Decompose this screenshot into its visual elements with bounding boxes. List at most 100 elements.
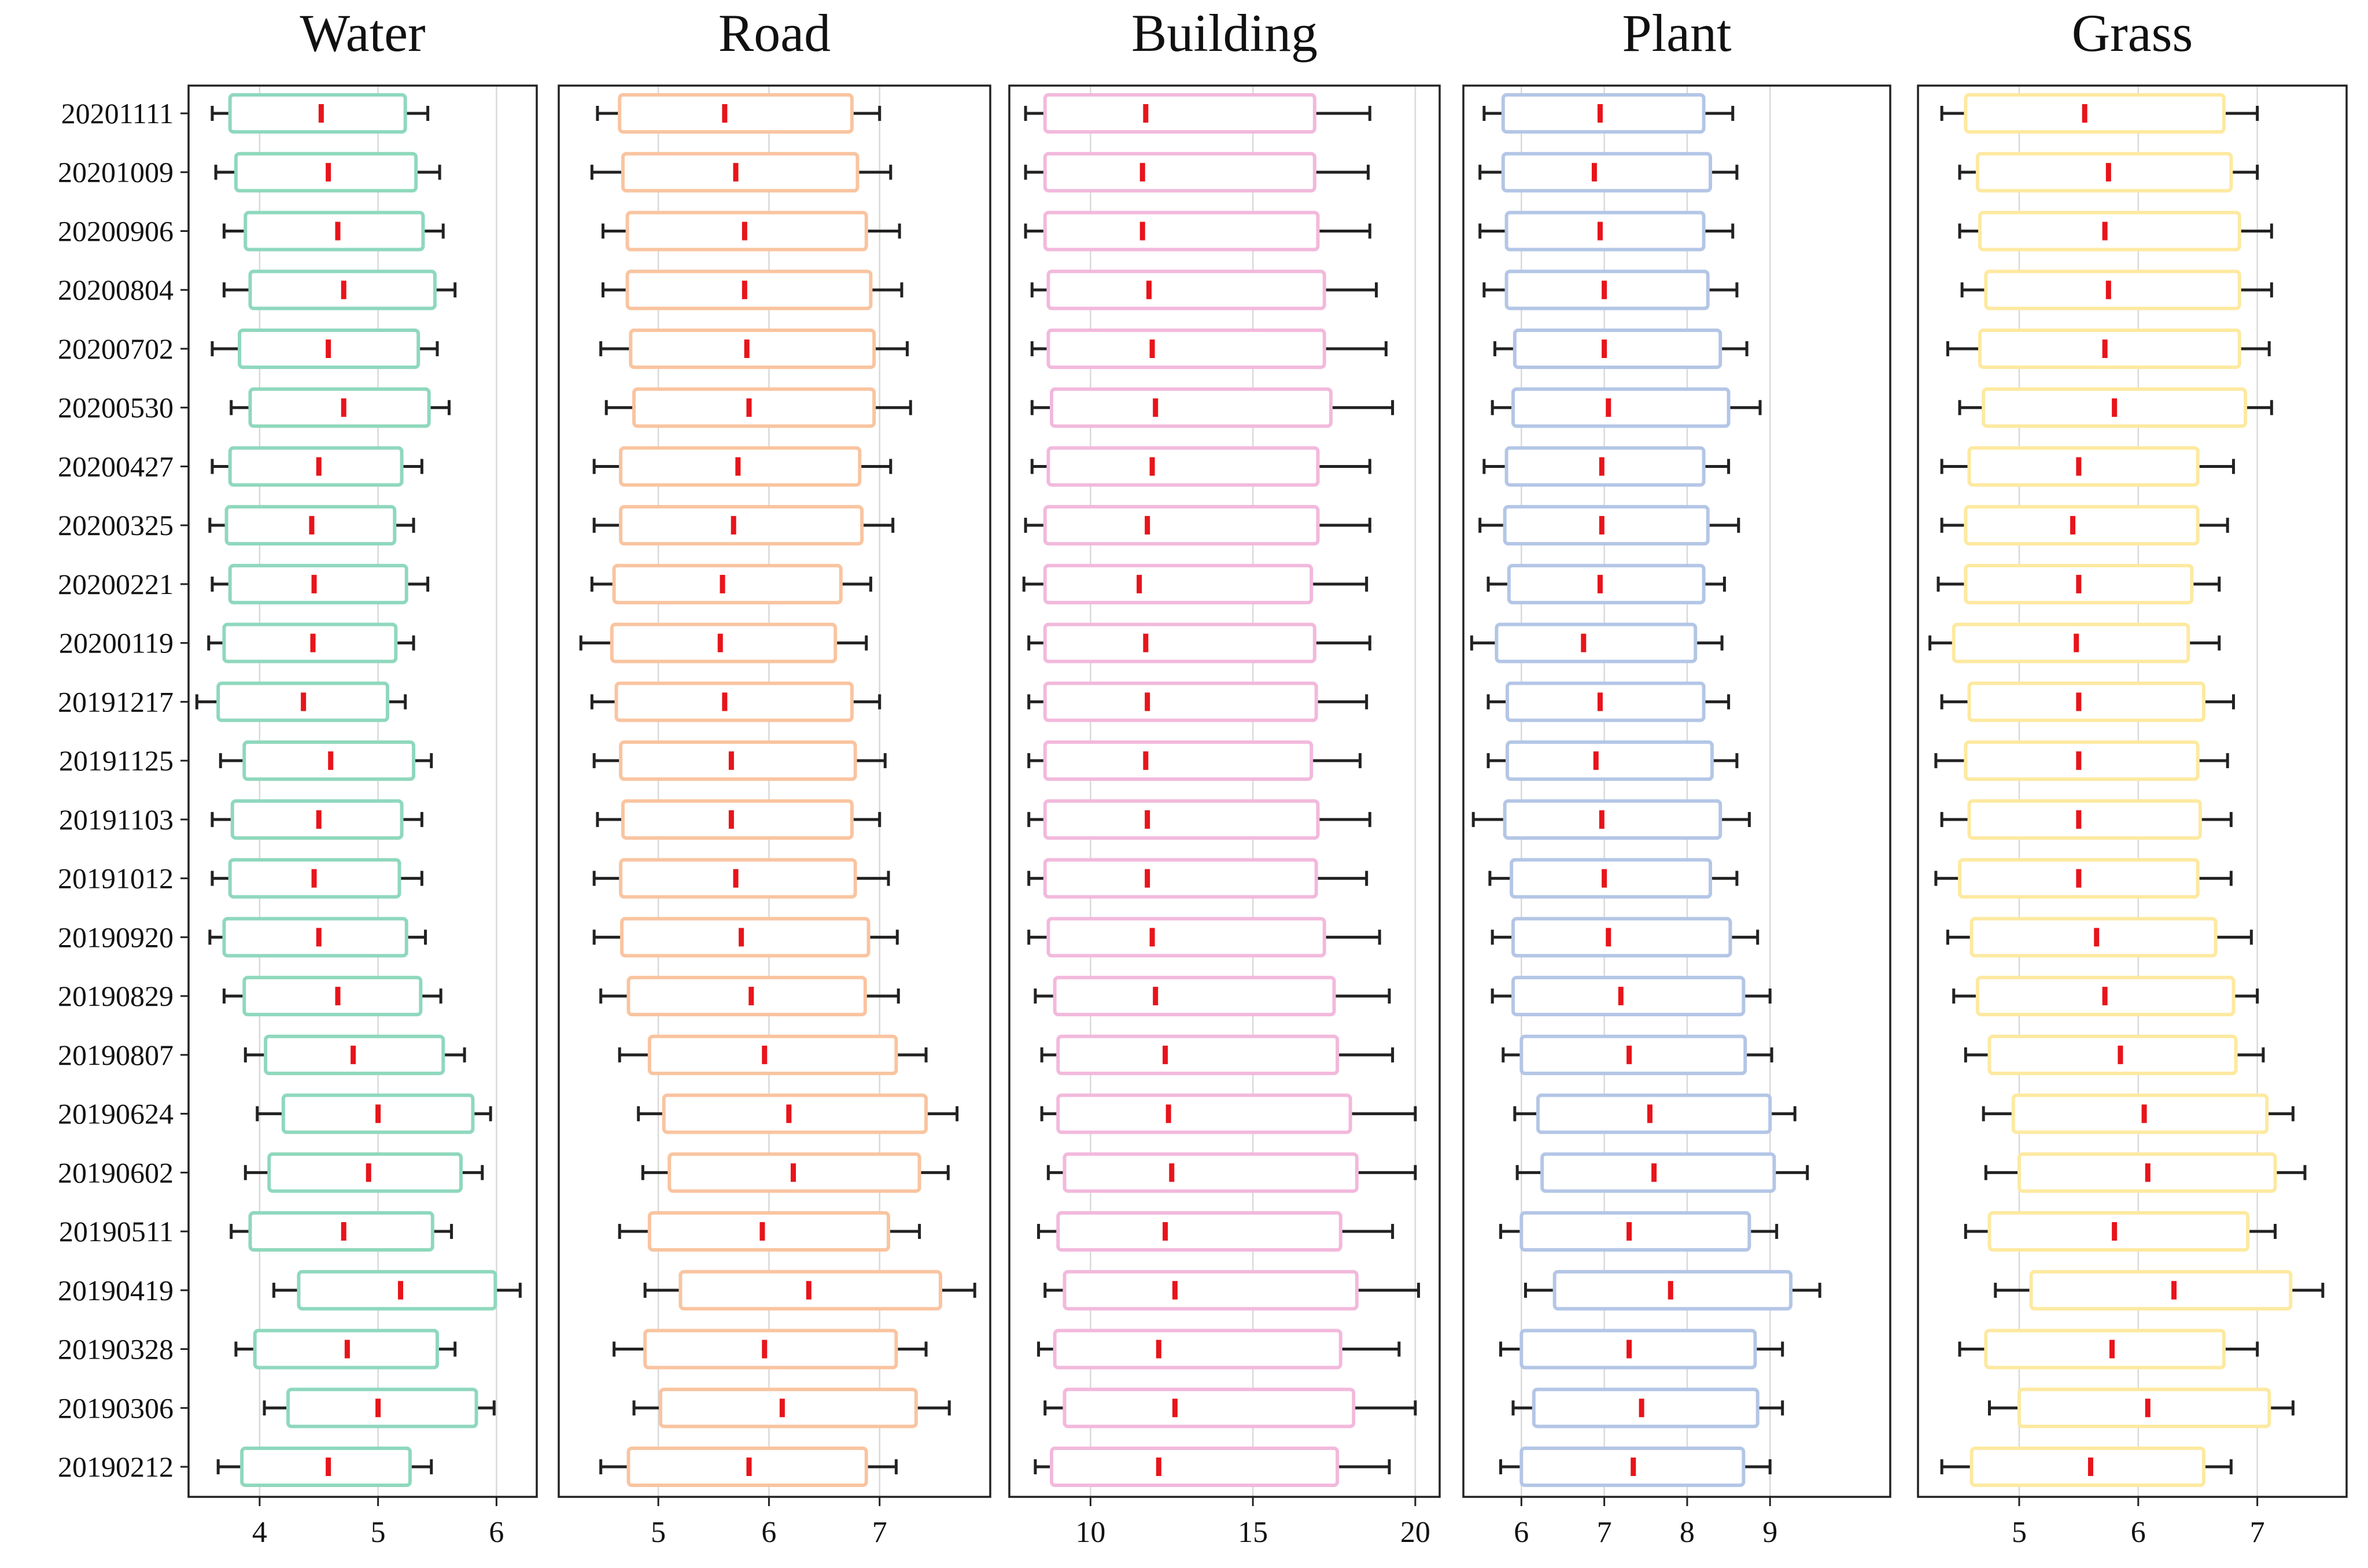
box-water-20190829: [222, 976, 442, 1017]
box-building-20201009: [1024, 152, 1370, 193]
box-building-20190602: [1046, 1152, 1417, 1193]
box-iqr: [267, 1152, 463, 1193]
box-iqr: [614, 681, 854, 722]
panel-plant: Plant 6 7 8 9: [1462, 3, 1891, 1549]
box-grass-20190829: [1952, 976, 2259, 1017]
date-label: 20200702: [58, 333, 174, 365]
box-iqr: [228, 93, 407, 134]
box-iqr: [286, 1388, 478, 1429]
box-iqr: [1495, 622, 1698, 663]
box-road-20190807: [618, 1034, 928, 1075]
box-iqr: [228, 563, 408, 604]
date-label: 20200804: [58, 274, 174, 306]
box-plant-20190624: [1513, 1093, 1797, 1134]
box-iqr: [1967, 681, 2205, 722]
box-iqr: [228, 446, 404, 487]
box-iqr: [1049, 387, 1333, 428]
box-iqr: [1043, 681, 1318, 722]
box-building-20190306: [1043, 1388, 1417, 1429]
box-iqr: [1987, 1211, 2250, 1252]
box-iqr: [1046, 446, 1320, 487]
box-iqr: [1053, 976, 1336, 1017]
box-iqr: [1504, 211, 1706, 252]
box-water-20190624: [256, 1093, 492, 1134]
box-iqr: [1043, 211, 1320, 252]
x-tick-label: 8: [1680, 1516, 1695, 1549]
box-building-20201111: [1024, 93, 1371, 134]
box-plant-20200221: [1487, 563, 1726, 604]
box-building-20200906: [1024, 211, 1371, 252]
box-iqr: [621, 799, 854, 840]
box-road-20201009: [590, 152, 892, 193]
box-plant-20190306: [1511, 1388, 1784, 1429]
box-iqr: [1519, 1211, 1751, 1252]
box-iqr: [632, 387, 876, 428]
panel-frame: [187, 84, 538, 1498]
box-iqr: [625, 270, 873, 311]
box-iqr: [1505, 681, 1706, 722]
box-building-20200325: [1024, 505, 1371, 546]
box-grass-20191125: [1934, 740, 2229, 781]
box-iqr: [643, 1329, 898, 1370]
box-iqr: [1507, 563, 1706, 604]
box-iqr: [1511, 917, 1732, 958]
box-water-20190328: [234, 1329, 457, 1370]
box-iqr: [1511, 976, 1746, 1017]
x-tick-label: 7: [1597, 1516, 1612, 1549]
panel-title: Water: [300, 3, 425, 62]
box-plant-20200702: [1493, 328, 1749, 369]
box-water-20200530: [230, 387, 451, 428]
box-iqr: [658, 1388, 918, 1429]
x-tick-label: 9: [1762, 1516, 1777, 1549]
date-label: 20200530: [58, 392, 174, 424]
box-water-20190511: [230, 1211, 453, 1252]
box-iqr: [1043, 563, 1314, 604]
box-grass-20190920: [1946, 917, 2253, 958]
box-grass-20200906: [1958, 211, 2273, 252]
box-water-20191125: [219, 740, 433, 781]
box-iqr: [619, 505, 864, 546]
box-building-20190920: [1027, 917, 1381, 958]
box-iqr: [1510, 858, 1713, 899]
x-tick-label: 6: [489, 1516, 504, 1549]
box-iqr: [1056, 1093, 1352, 1134]
box-iqr: [222, 917, 408, 958]
box-grass-20191103: [1940, 799, 2233, 840]
date-label: 20190829: [58, 980, 174, 1012]
box-water-20200804: [222, 270, 457, 311]
box-road-20200221: [590, 563, 872, 604]
box-building-20200804: [1030, 270, 1378, 311]
box-iqr: [242, 976, 423, 1017]
box-iqr: [612, 563, 843, 604]
box-plant-20190602: [1515, 1152, 1809, 1193]
box-water-20200702: [211, 328, 439, 369]
box-road-20190419: [643, 1270, 976, 1311]
box-water-20200427: [211, 446, 423, 487]
box-iqr: [1519, 1034, 1747, 1075]
box-iqr: [1987, 1034, 2238, 1075]
box-iqr: [1046, 270, 1326, 311]
box-building-20190807: [1040, 1034, 1395, 1075]
box-grass-20200221: [1937, 563, 2221, 604]
box-plant-20200119: [1470, 622, 1724, 663]
box-plant-20190212: [1499, 1447, 1772, 1488]
box-building-20190511: [1037, 1211, 1395, 1252]
x-tick-label: 7: [872, 1516, 887, 1549]
box-iqr: [629, 328, 876, 369]
date-label: 20191217: [58, 685, 174, 718]
date-label: 20191012: [58, 862, 174, 895]
box-iqr: [621, 152, 860, 193]
box-iqr: [1519, 1329, 1757, 1370]
box-water-20200119: [207, 622, 415, 663]
x-tick-label: 4: [252, 1516, 267, 1549]
panel-frame: [1462, 84, 1891, 1498]
box-water-20191217: [195, 681, 407, 722]
box-iqr: [1501, 152, 1713, 193]
box-iqr: [1063, 1388, 1356, 1429]
box-iqr: [1043, 858, 1318, 899]
box-iqr: [244, 211, 425, 252]
box-water-20201009: [214, 152, 441, 193]
box-iqr: [1964, 740, 2200, 781]
box-iqr: [1056, 1034, 1340, 1075]
